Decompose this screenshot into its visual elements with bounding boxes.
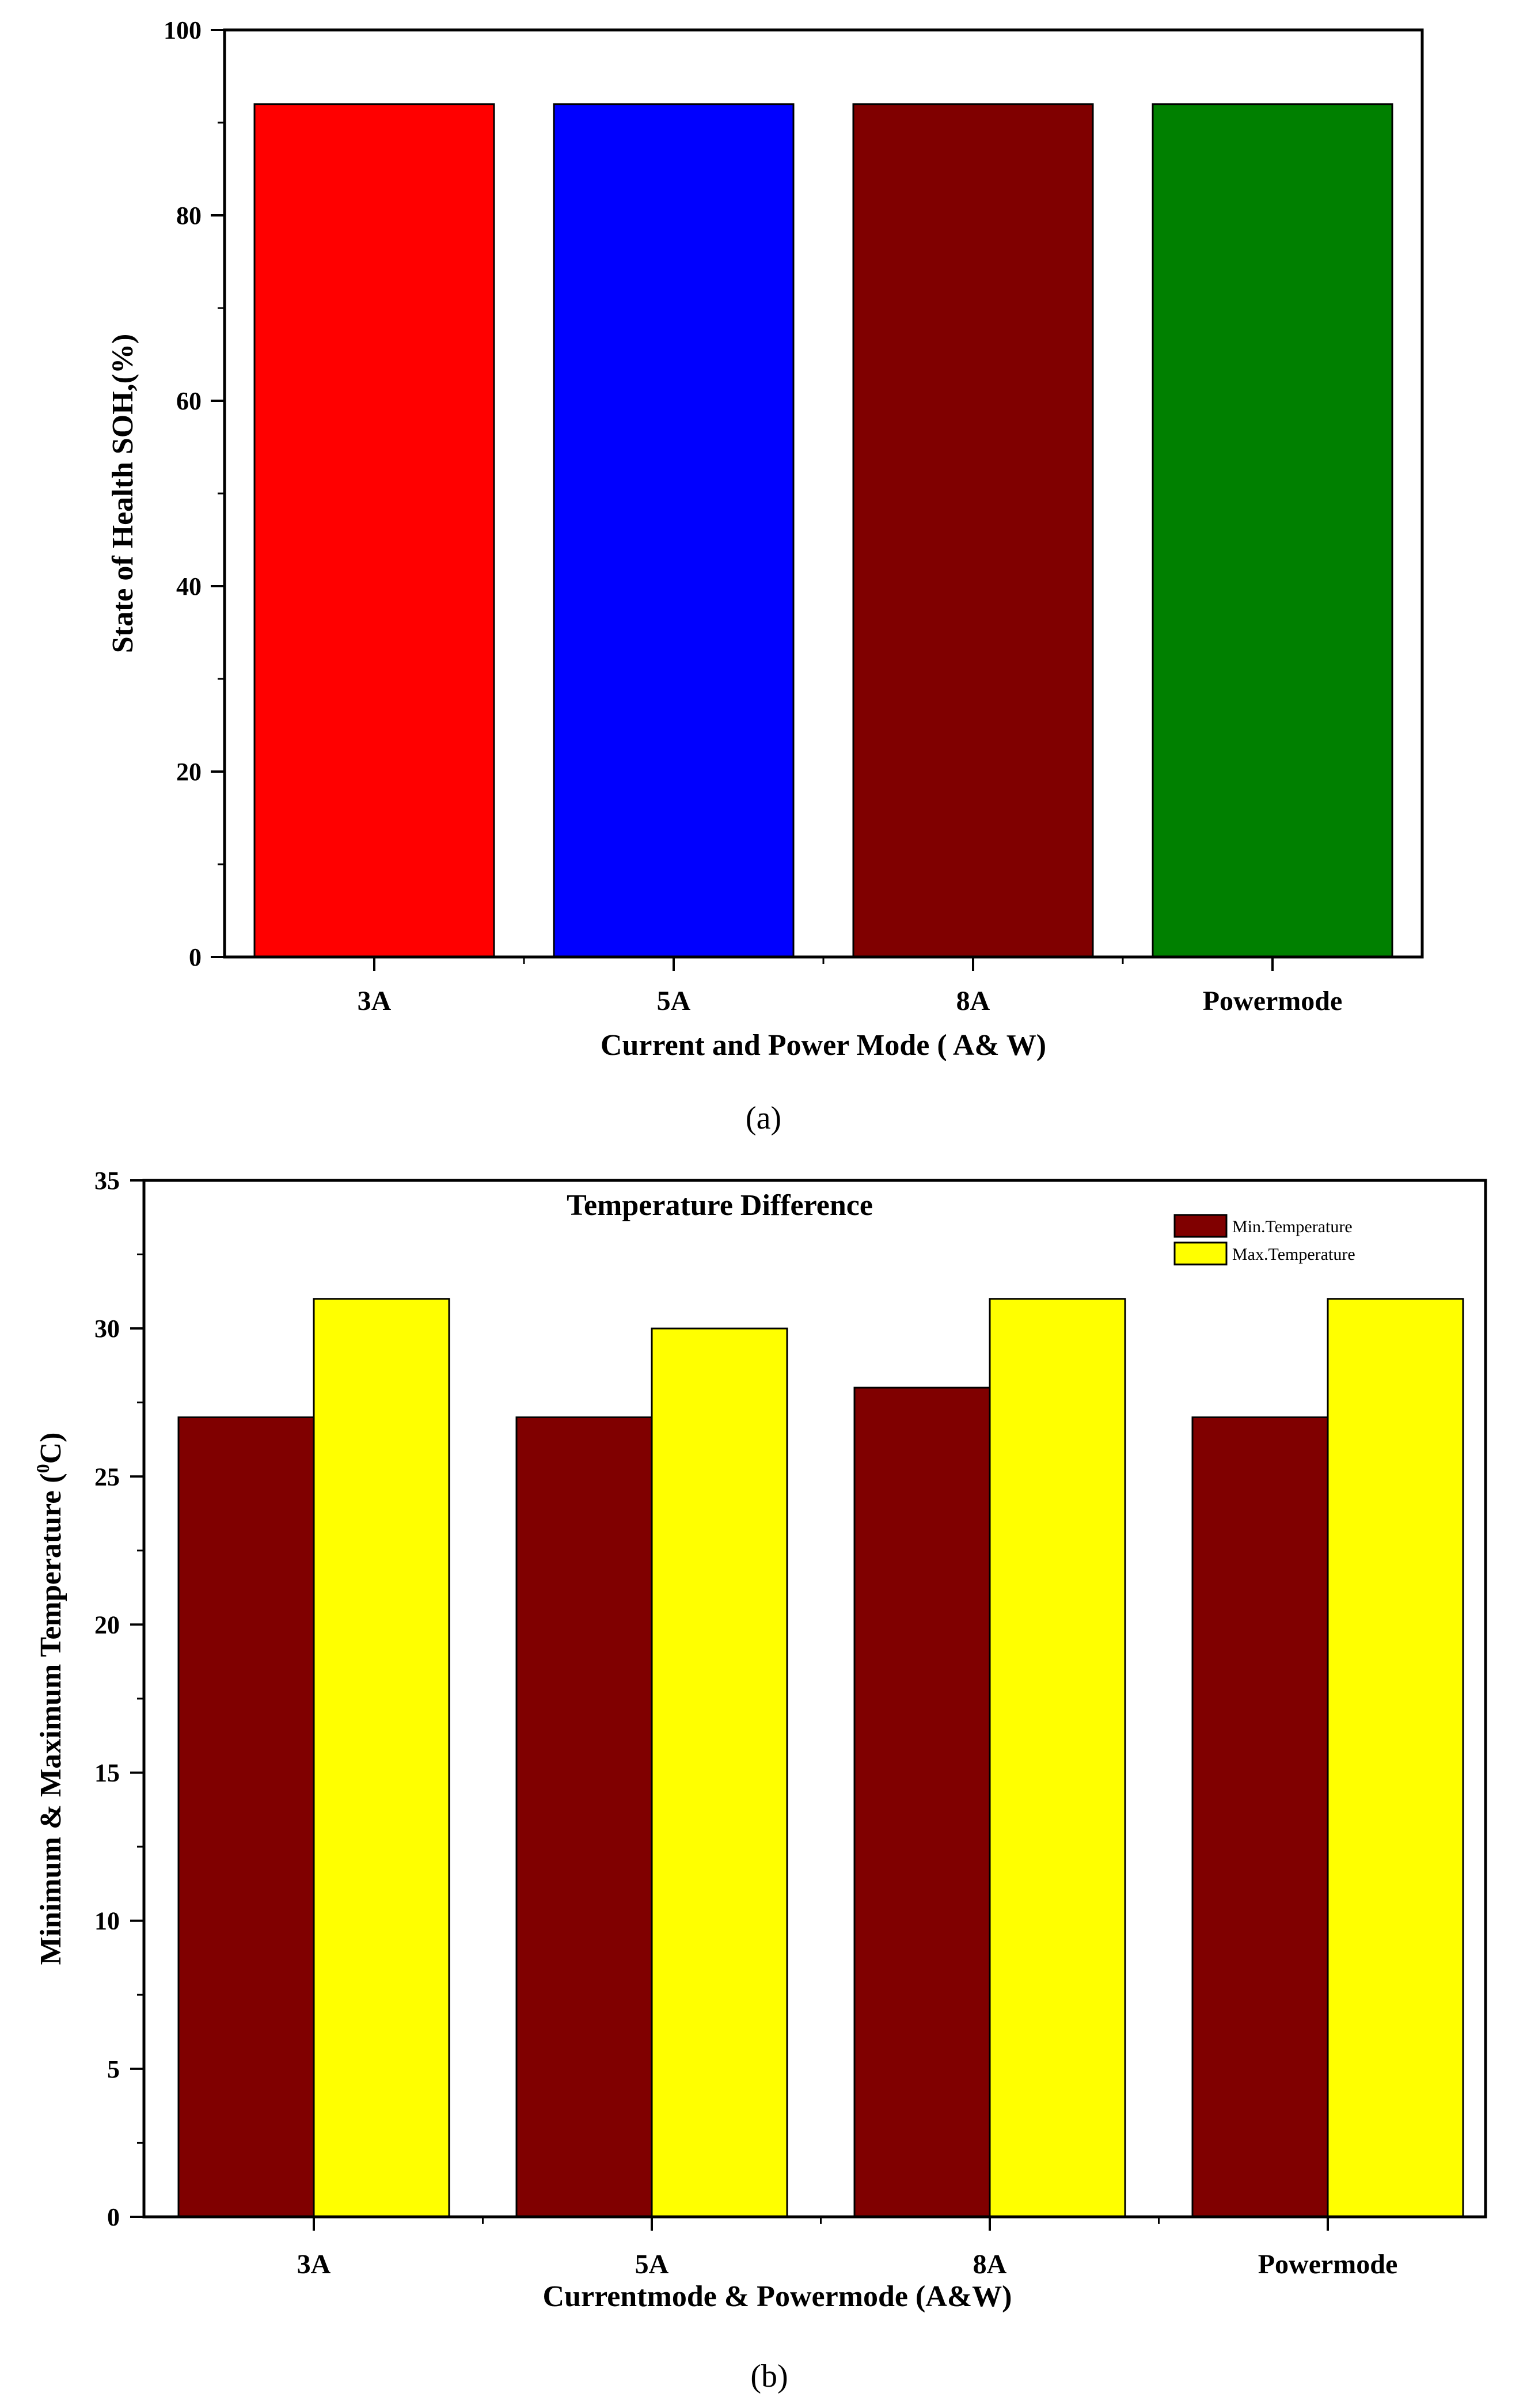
soh-x-axis-title: Current and Power Mode ( A& W)	[601, 1029, 1046, 1062]
temperature-y-axis-title: Minimum & Maximum Temperature (0C)	[32, 1433, 67, 1965]
temperature-y-axis: 0 5 10 15 20 25 30 35	[94, 1167, 144, 2231]
soh-y-tick-label: 40	[176, 572, 202, 601]
min-temp-bar-8a	[853, 1387, 991, 2218]
temp-y-tick-label: 15	[94, 1759, 120, 1787]
soh-y-tick-label: 0	[189, 943, 202, 971]
soh-bars	[253, 103, 1393, 958]
y-title-unit: C)	[35, 1433, 67, 1464]
legend-swatch-min	[1173, 1214, 1228, 1238]
soh-x-axis: 3A 5A 8A Powermode	[358, 957, 1343, 1016]
temp-x-tick-label: 3A	[297, 2249, 331, 2280]
soh-bar-8a	[852, 103, 1094, 958]
legend-label-min: Min.Temperature	[1232, 1217, 1353, 1236]
max-temp-bar-3a	[313, 1298, 450, 2218]
soh-y-tick-label: 20	[176, 758, 202, 786]
max-temp-bar-5a	[651, 1327, 788, 2218]
soh-y-tick-label: 80	[176, 202, 202, 230]
temperature-bars	[177, 1298, 1464, 2218]
y-title-superscript: 0	[32, 1464, 53, 1473]
legend-label-max: Max.Temperature	[1232, 1245, 1355, 1264]
soh-chart: 0 20 40 60 80 100 3A 5A 8A Powermode State of He…	[107, 16, 1424, 1136]
temp-x-tick-label: Powermode	[1258, 2249, 1398, 2280]
soh-x-tick-label: 8A	[956, 986, 990, 1016]
soh-y-axis-title: State of Health SOH,(%)	[107, 334, 139, 654]
soh-bar-5a	[553, 103, 795, 958]
temp-x-tick-label: 5A	[635, 2249, 669, 2280]
temp-y-tick-label: 25	[94, 1463, 120, 1491]
y-title-main: Minimum & Maximum Temperature (	[35, 1473, 67, 1965]
min-temp-bar-powermode	[1191, 1416, 1329, 2218]
soh-x-tick-label: Powermode	[1203, 986, 1343, 1016]
temperature-legend: Min.Temperature Max.Temperature	[1173, 1214, 1355, 1266]
temp-y-tick-label: 30	[94, 1315, 120, 1343]
temp-y-tick-label: 10	[94, 1907, 120, 1935]
temperature-chart: 0 5 10 15 20 25 30 35 3A 5A 8A Powermode Temperatu…	[32, 1167, 1487, 2394]
temperature-x-axis: 3A 5A 8A Powermode	[297, 2217, 1398, 2280]
soh-y-tick-label: 100	[164, 16, 202, 44]
temp-y-tick-label: 20	[94, 1611, 120, 1639]
soh-x-tick-label: 5A	[657, 986, 691, 1016]
temp-x-tick-label: 8A	[973, 2249, 1007, 2280]
max-temp-bar-8a	[989, 1298, 1126, 2218]
temp-y-tick-label: 35	[94, 1167, 120, 1195]
temperature-x-axis-title: Currentmode & Powermode (A&W)	[543, 2280, 1012, 2313]
soh-y-tick-label: 60	[176, 387, 202, 415]
min-temp-bar-5a	[515, 1416, 653, 2218]
soh-bar-powermode	[1152, 103, 1393, 958]
min-temp-bar-3a	[177, 1416, 315, 2218]
panel-a-label: (a)	[746, 1100, 781, 1136]
max-temp-bar-powermode	[1327, 1298, 1464, 2218]
temperature-chart-title: Temperature Difference	[567, 1189, 873, 1222]
temp-y-tick-label: 5	[107, 2055, 120, 2083]
temp-y-tick-label: 0	[107, 2203, 120, 2231]
soh-x-tick-label: 3A	[358, 986, 392, 1016]
soh-y-axis: 0 20 40 60 80 100	[164, 16, 225, 971]
legend-swatch-max	[1173, 1241, 1228, 1266]
panel-b-label: (b)	[750, 2358, 788, 2394]
soh-bar-3a	[253, 103, 495, 958]
